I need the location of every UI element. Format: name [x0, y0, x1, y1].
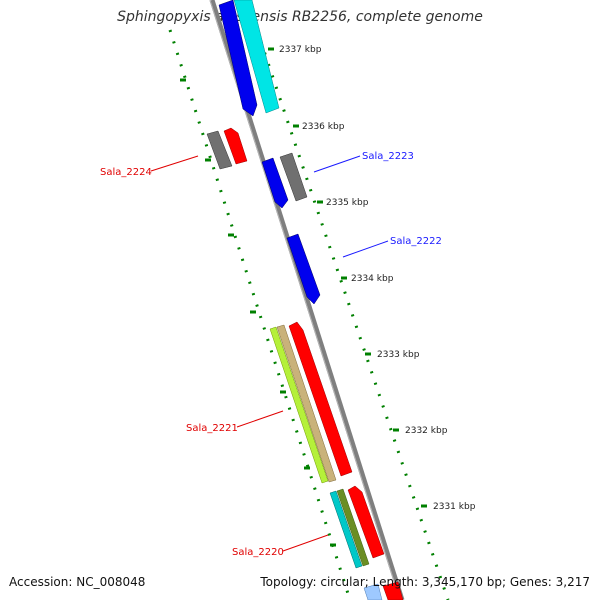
gene-arrow-tan[interactable]: [276, 324, 337, 483]
gene-arrow-red-bottom[interactable]: [382, 581, 404, 600]
leader-sala-2224: [150, 155, 199, 172]
accession-text: Accession: NC_008048: [9, 575, 146, 589]
gene-label-sala-2221[interactable]: Sala_2221: [186, 423, 238, 434]
kbp-label: 2334 kbp: [351, 274, 394, 284]
genome-summary-text: Topology: circular; Length: 3,345,170 bp…: [260, 575, 590, 589]
gene-arrow-cyan[interactable]: [233, 0, 280, 114]
kbp-label: 2336 kbp: [302, 122, 345, 132]
gene-arrow-olive[interactable]: [336, 488, 370, 567]
gene-arrow-blue-2223[interactable]: [261, 157, 289, 209]
gene-arrow-cyan-2220[interactable]: [329, 490, 363, 569]
kbp-label: 2331 kbp: [433, 502, 476, 512]
gene-arrow-red[interactable]: [223, 127, 248, 165]
gene-label-sala-2220[interactable]: Sala_2220: [232, 547, 284, 558]
leader-sala-2223: [313, 155, 361, 173]
gene-arrow-blue-2222[interactable]: [286, 233, 321, 305]
left-tick-track: [168, 29, 352, 600]
kbp-label: 2335 kbp: [326, 198, 369, 208]
gene-arrow-yellowgreen[interactable]: [269, 326, 329, 484]
gene-arrow-red-2220[interactable]: [347, 485, 385, 559]
leader-sala-2220: [282, 534, 329, 552]
gene-arrow-lightblue[interactable]: [363, 583, 383, 600]
left-major-ticks: [180, 78, 336, 547]
right-tick-track: [255, 29, 450, 600]
gene-arrow-gray-2223[interactable]: [279, 152, 308, 202]
leader-sala-2221: [236, 410, 284, 428]
map-title: Sphingopyxis alaskensis RB2256, complete…: [117, 9, 483, 25]
kbp-label: 2332 kbp: [405, 426, 448, 436]
leader-sala-2222: [342, 240, 389, 258]
kbp-ruler: 2337 kbp 2336 kbp 2335 kbp 2334 kbp 2333…: [268, 45, 476, 512]
gene-arrow-blue[interactable]: [218, 0, 258, 117]
kbp-label: 2337 kbp: [279, 45, 322, 55]
gene-label-sala-2223[interactable]: Sala_2223: [362, 151, 414, 162]
gene-label-sala-2222[interactable]: Sala_2222: [390, 236, 442, 247]
gene-arrow-red-2221[interactable]: [288, 321, 353, 477]
gene-arrow-gray[interactable]: [206, 130, 233, 170]
gene-label-sala-2224[interactable]: Sala_2224: [100, 167, 152, 178]
kbp-label: 2333 kbp: [377, 350, 420, 360]
